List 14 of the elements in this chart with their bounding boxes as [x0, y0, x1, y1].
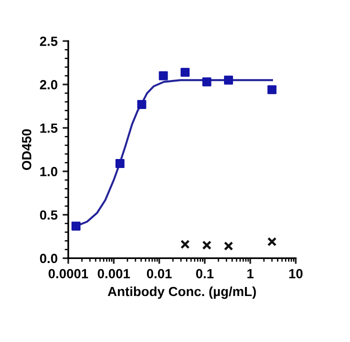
- x-tick-label: 0.0001: [48, 268, 88, 278]
- x-tick-label: 0.1: [196, 268, 214, 278]
- x-tick-label: 10: [289, 268, 303, 278]
- x-tick-label: 1: [247, 269, 254, 278]
- y-tick-label: 0.0: [40, 254, 58, 264]
- x-tick-label: 0.01: [146, 268, 172, 278]
- x-tick-label: 0.001: [98, 268, 130, 278]
- y-tick-label: 1.5: [40, 124, 58, 133]
- y-tick-label: 2.0: [40, 80, 58, 90]
- y-tick-label: 2.5: [40, 36, 58, 46]
- y-axis-title: OD450: [22, 129, 32, 170]
- y-tick-label: 1.0: [40, 166, 58, 176]
- y-tick-label: 0.5: [40, 210, 58, 220]
- x-axis-title: Antibody Conc. (µg/mL): [108, 286, 256, 299]
